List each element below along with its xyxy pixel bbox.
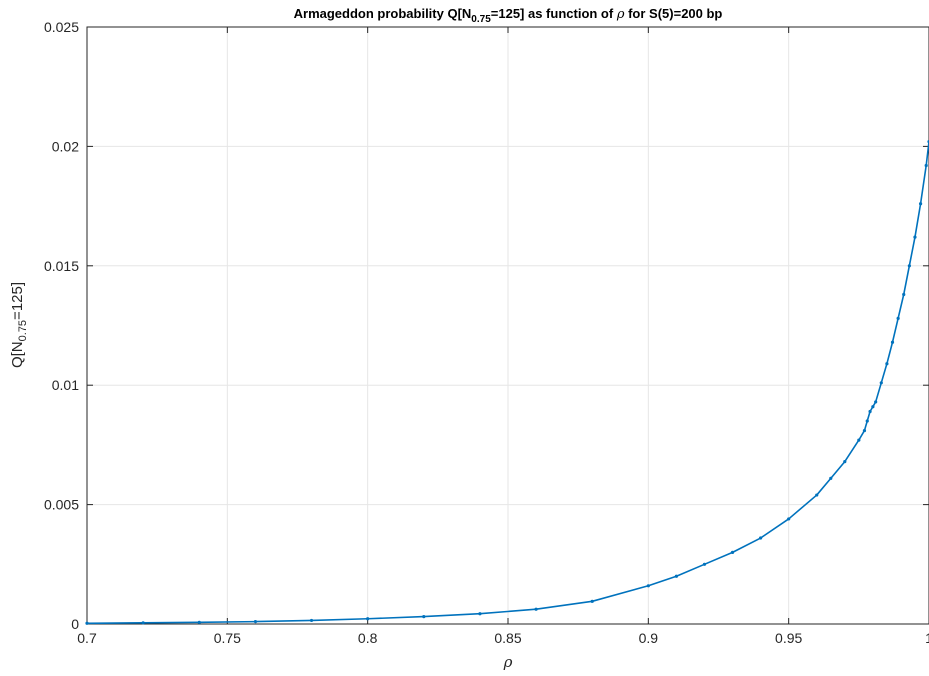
data-point [309, 618, 314, 623]
data-point [879, 381, 883, 385]
ylabel-suffix: =125] [9, 282, 26, 320]
data-point [862, 428, 867, 433]
data-point [590, 599, 594, 603]
data-point [868, 409, 872, 414]
data-point [913, 235, 917, 239]
x-tick-label: 0.9 [639, 630, 659, 646]
x-tick-label: 1 [925, 630, 929, 646]
data-point [843, 460, 847, 464]
y-tick-label: 0.005 [44, 497, 79, 513]
data-point [918, 202, 923, 206]
data-point [646, 584, 650, 588]
y-tick-label: 0 [71, 616, 79, 632]
title-subscript: 0.75 [471, 14, 491, 25]
x-tick-label: 0.75 [214, 630, 241, 646]
x-axis-label: ρ [503, 653, 513, 671]
x-tick-label: 0.8 [358, 630, 378, 646]
x-tick-label: 0.95 [775, 630, 802, 646]
y-tick-label: 0.01 [52, 377, 79, 393]
data-point [534, 607, 538, 611]
x-tick-label: 0.85 [494, 630, 521, 646]
data-point [857, 438, 861, 442]
data-point [871, 405, 875, 409]
data-point [674, 574, 679, 578]
ylabel-subscript: 0.75 [17, 320, 29, 341]
data-point [759, 536, 763, 540]
y-tick-label: 0.02 [52, 138, 79, 154]
data-point [253, 620, 257, 624]
data-point [896, 316, 900, 320]
title-prefix: Armageddon probability Q[N [294, 6, 472, 21]
data-point [366, 617, 370, 621]
series-layer [85, 140, 929, 625]
data-point [902, 292, 906, 297]
data-point [924, 163, 928, 168]
chart-title: Armageddon probability Q[N0.75=125] as f… [294, 6, 723, 25]
data-point [787, 517, 791, 521]
data-point [197, 620, 201, 624]
x-axis: 0.7 0.75 0.8 0.85 0.9 0.95 1 [77, 27, 929, 646]
data-point [478, 612, 482, 616]
y-tick-label: 0.025 [44, 19, 79, 35]
data-point [422, 614, 426, 619]
y-axis-label: Q[N0.75=125] [9, 282, 29, 368]
data-point [702, 562, 707, 566]
data-point [141, 621, 145, 625]
data-point [815, 493, 819, 497]
data-point [85, 621, 89, 625]
title-middle: =125] as function of [491, 6, 617, 21]
data-point [890, 340, 895, 344]
y-tick-label: 0.015 [44, 258, 79, 274]
data-point [874, 400, 878, 404]
title-suffix: for S(5)=200 bp [624, 6, 722, 21]
x-tick-label: 0.7 [77, 630, 97, 646]
data-point [730, 550, 735, 554]
ylabel-prefix: Q[N [9, 341, 26, 368]
data-point [885, 362, 889, 366]
data-point [829, 476, 833, 480]
title-symbol: ρ [616, 7, 625, 22]
y-axis: 0 0.005 0.01 0.015 0.02 0.025 [44, 19, 929, 632]
data-point [865, 419, 869, 423]
data-point [907, 264, 911, 268]
